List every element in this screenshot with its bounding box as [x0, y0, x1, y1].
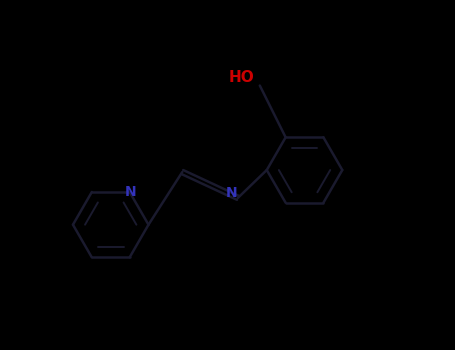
- Text: N: N: [226, 186, 238, 200]
- Text: N: N: [125, 185, 136, 199]
- Text: HO: HO: [229, 70, 255, 85]
